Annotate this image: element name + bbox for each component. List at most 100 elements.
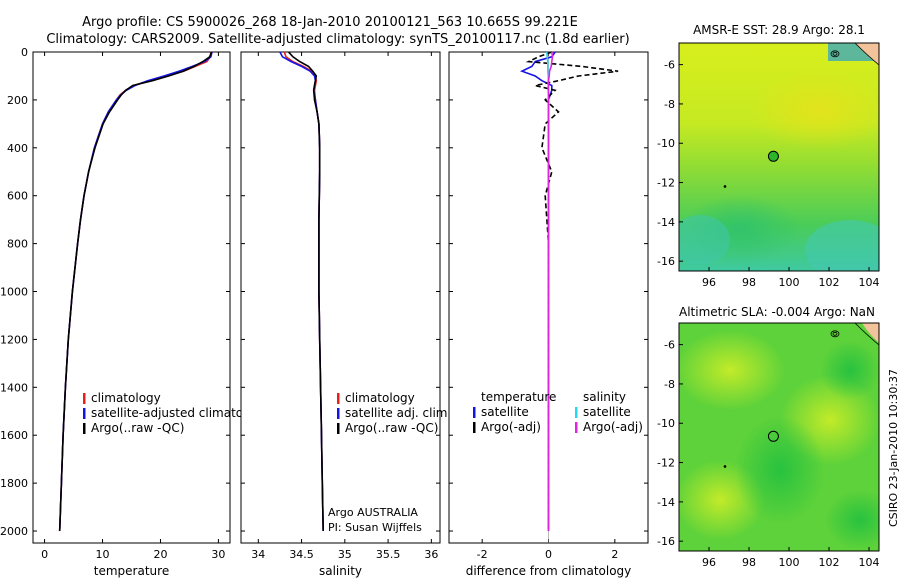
argo-float-marker [767, 430, 779, 442]
difference-x-tick-label: 2 [611, 548, 618, 561]
salinity-x-label: salinity [319, 564, 362, 578]
sla-map-frame [678, 322, 880, 552]
temperature-y-tick-label: 1200 [0, 333, 28, 346]
difference-x-label: difference from climatology [466, 564, 632, 578]
legend-label: Argo(..raw -QC) [91, 421, 184, 435]
legend-swatch [337, 393, 340, 404]
island-marker [723, 185, 727, 188]
sst-map-frame [678, 42, 880, 272]
coastline [854, 322, 880, 346]
temperature-y-tick-label: 200 [7, 94, 28, 107]
legend-label: satellite [481, 405, 529, 419]
sst-map-y-tick-label: -16 [657, 255, 675, 268]
difference-x-tick-label: 0 [545, 548, 552, 561]
legend-label: climatology [345, 391, 415, 405]
argo-float-annotation: Argo AUSTRALIA [328, 506, 418, 519]
sla-map-panel: Altimetric SLA: -0.004 Argo: NaN 96 98 100… [657, 305, 880, 569]
sst-map-y-tick-label: -10 [657, 137, 675, 150]
figure-title-line1: Argo profile: CS 5900026_268 18-Jan-2010… [82, 15, 578, 30]
legend-swatch [83, 423, 86, 434]
salinity-x-tick-label: 35.5 [376, 548, 401, 561]
sst-map-title: AMSR-E SST: 28.9 Argo: 28.1 [693, 23, 865, 37]
sla-map-y-tick-label: -14 [657, 496, 675, 509]
sst-map-y-tick-label: -6 [664, 59, 675, 72]
legend-swatch [83, 408, 86, 419]
sst-map-panel: AMSR-E SST: 28.9 Argo: 28.1 96 98 100 102 10… [657, 23, 880, 289]
salinity-series-argo-raw-qc- [288, 51, 324, 532]
temperature-y-tick-label: 600 [7, 190, 28, 203]
sst-field [679, 43, 879, 271]
legend-swatch [575, 407, 578, 418]
temperature-y-tick-label: 400 [7, 142, 28, 155]
legend-label: satellite adj. clim. [345, 406, 451, 420]
figure-title-line2: Climatology: CARS2009. Satellite-adjuste… [46, 32, 629, 47]
legend-label: Argo(-adj) [481, 420, 541, 434]
temperature-y-tick-label: 1000 [0, 286, 28, 299]
salinity-x-tick-label: 36 [424, 548, 438, 561]
side-stamp: CSIRO 23-Jan-2010 10:30:37 [887, 369, 900, 527]
salinity-x-tick-label: 35 [338, 548, 352, 561]
temperature-x-tick-label: 20 [153, 548, 167, 561]
temperature-x-tick-label: 0 [41, 548, 48, 561]
legend-header-salinity: salinity [583, 390, 626, 404]
legend-label: satellite-adjusted climatology [91, 406, 269, 420]
sst-map-x-tick-label: 104 [859, 276, 880, 289]
coast-contour-inner [832, 51, 838, 56]
difference-x-tick-label: -2 [477, 548, 488, 561]
sst-map-x-tick-label: 96 [702, 276, 716, 289]
sla-map-y-tick-label: -8 [664, 378, 675, 391]
sla-map-x-tick-label: 96 [702, 556, 716, 569]
sla-map-x-tick-label: 104 [859, 556, 880, 569]
sla-map-x-tick-label: 98 [742, 556, 756, 569]
legend-swatch [337, 423, 340, 434]
temperature-x-label: temperature [94, 564, 169, 578]
salinity-axes-frame [240, 51, 441, 544]
temperature-y-tick-label: 2000 [0, 525, 28, 538]
sst-map-y-tick-label: -8 [664, 98, 675, 111]
argo-pi-annotation: PI: Susan Wijffels [328, 521, 422, 534]
sst-map-y-tick-label: -12 [657, 177, 675, 190]
sla-map-y-tick-label: -6 [664, 339, 675, 352]
difference-series-salinity-argo-adj- [547, 51, 554, 531]
sla-map-x-tick-label: 100 [779, 556, 800, 569]
temperature-x-tick-label: 10 [96, 548, 110, 561]
sst-map-x-tick-label: 98 [742, 276, 756, 289]
sla-map-x-tick-label: 102 [819, 556, 840, 569]
temperature-x-tick-label: 30 [211, 548, 225, 561]
temperature-y-tick-label: 800 [7, 238, 28, 251]
sla-field [679, 323, 879, 551]
island-marker [723, 465, 727, 468]
temperature-axes-frame [32, 51, 231, 544]
temperature-y-tick-label: 0 [21, 46, 28, 59]
legend-swatch [575, 422, 578, 433]
temperature-y-tick-label: 1400 [0, 381, 28, 394]
legend-swatch [473, 422, 476, 433]
temperature-y-tick-label: 1800 [0, 477, 28, 490]
coast-contour [830, 50, 840, 58]
sla-map-y-tick-label: -10 [657, 417, 675, 430]
temperature-y-tick-label: 1600 [0, 429, 28, 442]
sla-map-title: Altimetric SLA: -0.004 Argo: NaN [679, 305, 875, 319]
coast-contour-inner [832, 331, 838, 336]
coastline [854, 42, 880, 66]
temperature-series-argo-raw-qc- [58, 51, 213, 532]
salinity-x-tick-label: 34.5 [289, 548, 314, 561]
difference-panel: -2 0 2 difference from climatology temperatu… [448, 51, 649, 578]
temperature-panel: 0 10 20 30 0 200 400 600 800 1000 1200 1400 1600 1800… [0, 46, 269, 578]
sst-map-x-tick-label: 100 [779, 276, 800, 289]
sla-map-y-tick-label: -12 [657, 457, 675, 470]
legend-label: satellite [583, 405, 631, 419]
salinity-x-tick-label: 34 [251, 548, 265, 561]
argo-float-marker [767, 150, 779, 162]
legend-header-temperature: temperature [481, 390, 556, 404]
legend-label: Argo(-adj) [583, 420, 643, 434]
coast-contour [830, 330, 840, 338]
legend-swatch [83, 393, 86, 404]
legend-label: climatology [91, 391, 161, 405]
sst-map-x-tick-label: 102 [819, 276, 840, 289]
legend-label: Argo(..raw -QC) [345, 421, 438, 435]
sst-map-y-tick-label: -14 [657, 216, 675, 229]
legend-swatch [337, 408, 340, 419]
sla-map-y-tick-label: -16 [657, 535, 675, 548]
